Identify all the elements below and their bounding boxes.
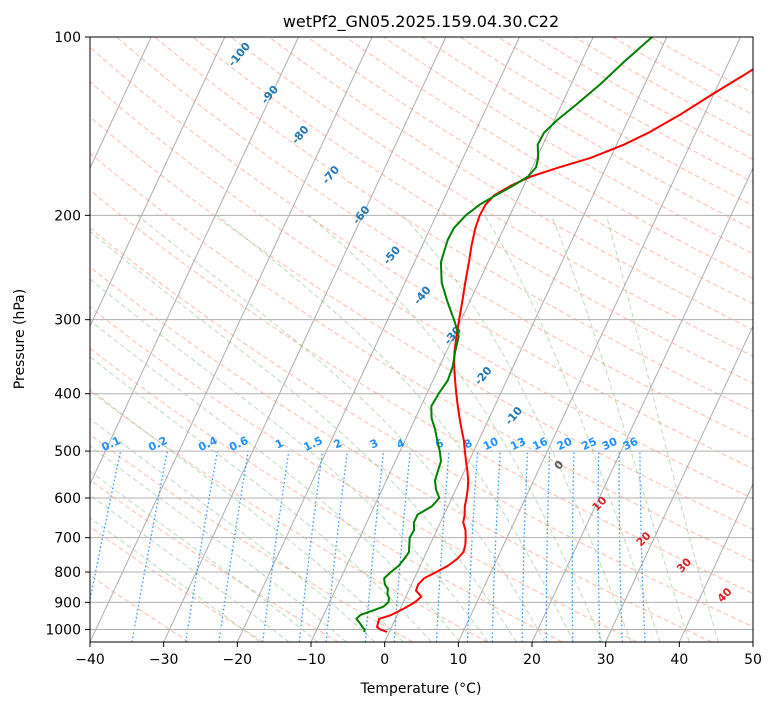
isotherm-line (384, 37, 668, 642)
y-tick-label: 200 (54, 208, 81, 224)
dry-adiabat-line (90, 227, 753, 628)
moist-adiabat-line (90, 470, 319, 642)
mixing-ratio-line (262, 451, 290, 642)
isotherms (90, 37, 753, 642)
mixing-ratio-label: 10 (481, 435, 501, 453)
isotherm-line (678, 482, 753, 642)
x-tick-label: −30 (149, 652, 179, 668)
dry-adiabat-line (90, 434, 414, 642)
dry-adiabat-line (230, 37, 753, 357)
x-tick-label: 40 (670, 652, 688, 668)
moist-adiabat-line (90, 418, 376, 642)
mixing-ratio-line (298, 451, 324, 642)
x-tick-label: −40 (75, 652, 105, 668)
chart-title: wetPf2_GN05.2025.159.04.30.C22 (283, 12, 559, 32)
y-tick-label: 500 (54, 444, 81, 460)
y-tick-label: 400 (54, 387, 81, 403)
dry-adiabat-line (345, 37, 753, 280)
pressure-gridlines (90, 37, 753, 630)
isotherm-line (90, 37, 373, 642)
y-tick-label: 700 (54, 531, 81, 547)
isotherm-line (605, 324, 753, 642)
isotherm-line (90, 37, 152, 170)
moist-adiabats (90, 214, 719, 642)
dry-adiabat-line (459, 37, 753, 207)
isotherm-line (236, 37, 520, 642)
isotherm-line (531, 166, 753, 642)
dry-adiabat-line (307, 37, 753, 305)
mixing-ratio-label: 25 (580, 435, 599, 453)
x-tick-label: 50 (744, 652, 762, 668)
moist-adiabat-line (484, 215, 661, 642)
dry-adiabat-line (90, 116, 753, 530)
x-tick-label: 0 (380, 652, 389, 668)
y-tick-label: 800 (54, 565, 81, 581)
dry-adiabat-line (90, 81, 753, 500)
dry-adiabat-line (154, 37, 753, 412)
moist-adiabat-line (90, 445, 347, 642)
mixing-ratio-label: 16 (531, 435, 551, 453)
moist-adiabat-line (402, 214, 632, 642)
y-tick-label: 300 (54, 313, 81, 329)
y-tick-label: 1000 (45, 622, 81, 638)
x-axis-title: Temperature (°C) (360, 681, 482, 697)
dry-adiabat-line (497, 37, 753, 183)
dewpoint-profile-line (355, 37, 653, 633)
isotherm-line (457, 37, 741, 642)
dry-adiabat-line (90, 306, 638, 642)
moist-adiabat-line (90, 230, 517, 642)
mixing-ratio-label: 20 (555, 435, 575, 453)
y-tick-label: 100 (54, 30, 81, 46)
mixing-ratio-line (393, 451, 411, 642)
mixing-ratio-line (218, 451, 249, 642)
mixing-ratio-label: 36 (621, 435, 641, 453)
moist-adiabat-line (216, 214, 575, 642)
x-tick-label: 20 (523, 652, 541, 668)
dry-adiabat-line (90, 347, 563, 642)
moist-adiabat-line (605, 215, 719, 642)
x-tick-label: −20 (223, 652, 253, 668)
mixing-ratio-line (325, 451, 348, 642)
isotherm-line (310, 37, 594, 642)
y-tick-label: 900 (54, 595, 81, 611)
isotherm-line (163, 37, 447, 642)
moist-adiabat-line (137, 214, 546, 642)
isotherm-line (90, 37, 299, 486)
moist-adiabat-line (308, 214, 603, 642)
plot-area: -100-90-80-70-60-50-40-30-20-100.1 0.2 0.4… (90, 37, 753, 642)
y-axis-title: Pressure (hPa) (12, 289, 28, 389)
moist-adiabat-line (90, 388, 404, 642)
x-tick-label: 30 (597, 652, 615, 668)
y-tick-label: 600 (54, 491, 81, 507)
mixing-ratio-label: 13 (508, 435, 527, 453)
mixing-ratio-label: 30 (600, 435, 620, 453)
dry-adiabat-line (116, 37, 753, 441)
x-tick-label: −10 (296, 652, 326, 668)
isotherm-line (90, 37, 226, 328)
dry-adiabat-line (90, 46, 753, 470)
dry-adiabats (90, 37, 753, 642)
moist-adiabat-line (90, 319, 461, 642)
moist-adiabat-line (551, 215, 690, 642)
mixing-ratio-lines (90, 450, 646, 642)
dry-adiabat-line (192, 37, 753, 384)
mixing-ratio-line (364, 451, 385, 642)
plot-frame (89, 36, 754, 643)
x-tick-label: 10 (449, 652, 467, 668)
dry-adiabat-line (90, 266, 712, 642)
axis-ticks: −40 −30 −20 −10 0 10 20 30 40 50 1000 900 800 700 600 5… (45, 30, 762, 668)
